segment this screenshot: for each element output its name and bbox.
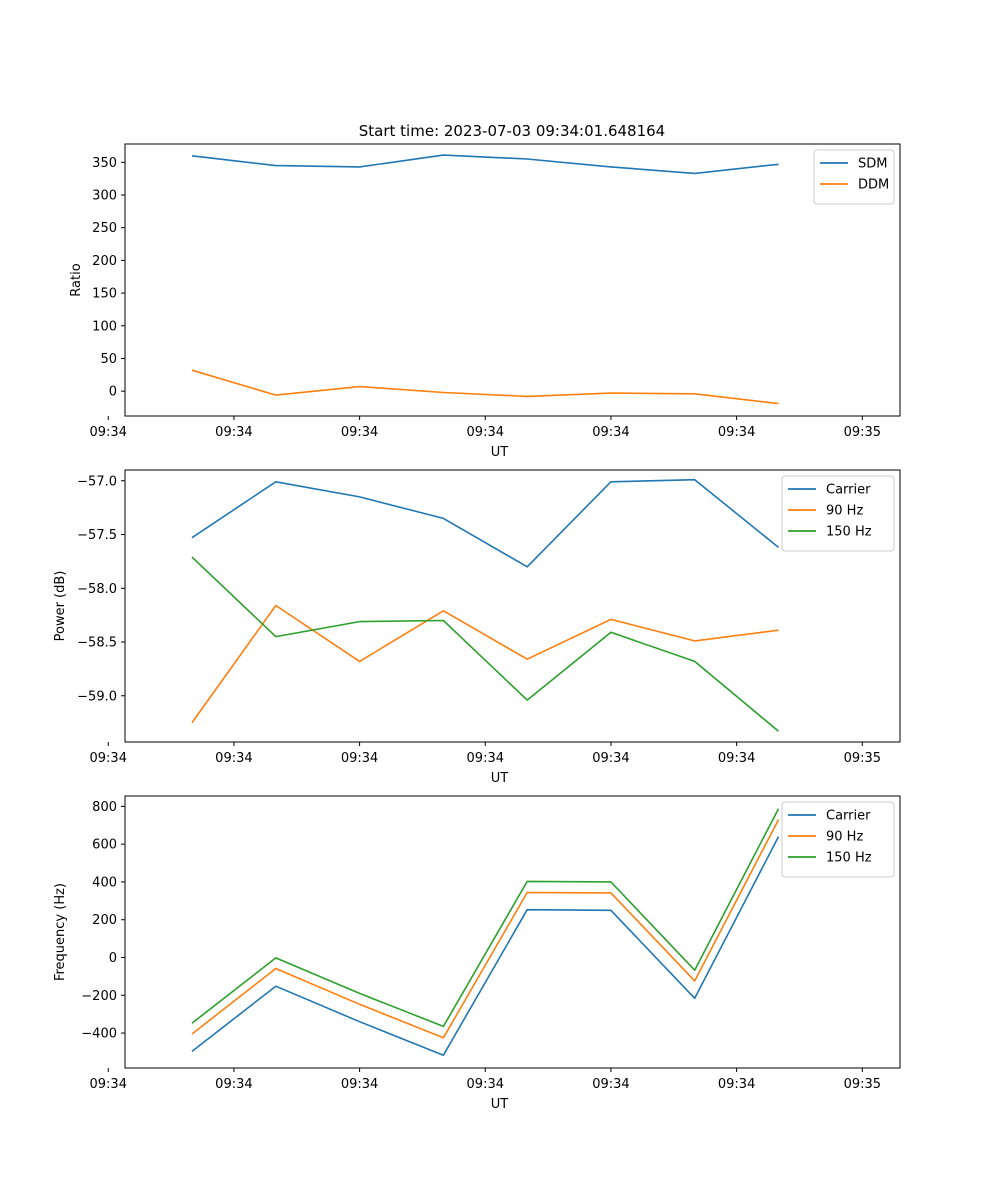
power-x-tick-label: 09:34 [718, 751, 755, 766]
frequency-series-carrier [191, 836, 780, 1056]
power-y-axis-label: Power (dB) [53, 571, 68, 642]
power-x-axis-label: UT [491, 771, 509, 786]
frequency-y-tick-label: −200 [81, 989, 117, 1004]
ratio-y-axis-label: Ratio [69, 263, 84, 296]
ratio-y-tick-label: 0 [109, 385, 117, 400]
ratio-y-tick-label: 350 [92, 156, 117, 171]
power-legend-label-carrier: Carrier [826, 483, 871, 498]
ratio-x-tick-label: 09:34 [90, 425, 127, 440]
frequency-x-tick-label: 09:34 [592, 1077, 629, 1092]
ratio-y-tick-label: 250 [92, 221, 117, 236]
power-legend-label-150-hz: 150 Hz [826, 525, 872, 540]
frequency-y-tick-label: 0 [109, 951, 117, 966]
ratio-x-tick-label: 09:34 [341, 425, 378, 440]
ratio-y-tick-label: 200 [92, 254, 117, 269]
panels-container: 09:34 09:34 09:34 09:34 09:34 09:34 09:35 0 50 10… [53, 143, 901, 1112]
power-x-tick-label: 09:34 [90, 751, 127, 766]
ratio-x-tick-label: 09:34 [592, 425, 629, 440]
power-y-tick-label: −58.0 [77, 582, 117, 597]
ratio-legend-label-sdm: SDM [858, 157, 887, 172]
power-x-tick-label: 09:35 [844, 751, 881, 766]
ratio-y-tick-label: 100 [92, 319, 117, 334]
power-legend: Carrier 90 Hz 150 Hz [781, 475, 895, 552]
ratio-x-axis-label: UT [491, 445, 509, 460]
power-legend-box [781, 475, 895, 552]
ratio-axes-frame [124, 143, 901, 417]
ratio-series-sdm [191, 154, 779, 175]
power-y-tick-label: −59.0 [77, 689, 117, 704]
power-series-150-hz [191, 556, 780, 732]
figure-title: Start time: 2023-07-03 09:34:01.648164 [359, 122, 665, 140]
frequency-x-axis-label: UT [491, 1097, 509, 1112]
frequency-y-tick-label: 800 [92, 800, 117, 815]
frequency-legend: Carrier 90 Hz 150 Hz [781, 801, 895, 878]
frequency-x-tick-label: 09:34 [718, 1077, 755, 1092]
power-legend-label-90-hz: 90 Hz [826, 504, 863, 519]
power-series-90-hz [191, 604, 779, 724]
power-y-tick-label: −58.5 [77, 636, 117, 651]
frequency-panel: 09:34 09:34 09:34 09:34 09:34 09:34 09:35 −400 −… [53, 795, 901, 1112]
frequency-y-tick-label: −400 [81, 1027, 117, 1042]
ratio-y-tick-label: 300 [92, 189, 117, 204]
ratio-series-ddm [191, 369, 779, 405]
frequency-legend-label-150-hz: 150 Hz [826, 851, 872, 866]
frequency-x-tick-label: 09:34 [341, 1077, 378, 1092]
ratio-panel: 09:34 09:34 09:34 09:34 09:34 09:34 09:35 0 50 10… [69, 143, 901, 460]
frequency-x-tick-label: 09:35 [844, 1077, 881, 1092]
power-y-tick-label: −57.0 [77, 474, 117, 489]
frequency-axes-frame [124, 795, 901, 1069]
ratio-legend: SDM DDM [813, 149, 895, 205]
ratio-y-tick-label: 50 [100, 352, 117, 367]
frequency-x-tick-label: 09:34 [215, 1077, 252, 1092]
power-y-tick-label: −57.5 [77, 528, 117, 543]
frequency-legend-label-90-hz: 90 Hz [826, 830, 863, 845]
frequency-y-axis-label: Frequency (Hz) [53, 883, 68, 981]
ratio-x-tick-label: 09:34 [718, 425, 755, 440]
frequency-legend-label-carrier: Carrier [826, 809, 871, 824]
power-axes-frame [124, 469, 901, 743]
power-x-tick-label: 09:34 [467, 751, 504, 766]
ratio-legend-label-ddm: DDM [858, 178, 889, 193]
ratio-x-tick-label: 09:34 [215, 425, 252, 440]
power-panel: 09:34 09:34 09:34 09:34 09:34 09:34 09:35 −59.0… [53, 469, 901, 786]
ratio-x-tick-label: 09:35 [844, 425, 881, 440]
frequency-x-tick-label: 09:34 [467, 1077, 504, 1092]
frequency-series-90-hz [191, 819, 780, 1039]
frequency-legend-box [781, 801, 895, 878]
frequency-x-tick-label: 09:34 [90, 1077, 127, 1092]
frequency-y-tick-label: 200 [92, 913, 117, 928]
power-x-tick-label: 09:34 [215, 751, 252, 766]
ratio-y-tick-label: 150 [92, 287, 117, 302]
frequency-y-tick-label: 400 [92, 875, 117, 890]
power-x-tick-label: 09:34 [592, 751, 629, 766]
power-x-tick-label: 09:34 [341, 751, 378, 766]
power-series-carrier [191, 478, 780, 568]
frequency-series-150-hz [191, 808, 780, 1028]
frequency-y-tick-label: 600 [92, 838, 117, 853]
ratio-x-tick-label: 09:34 [467, 425, 504, 440]
